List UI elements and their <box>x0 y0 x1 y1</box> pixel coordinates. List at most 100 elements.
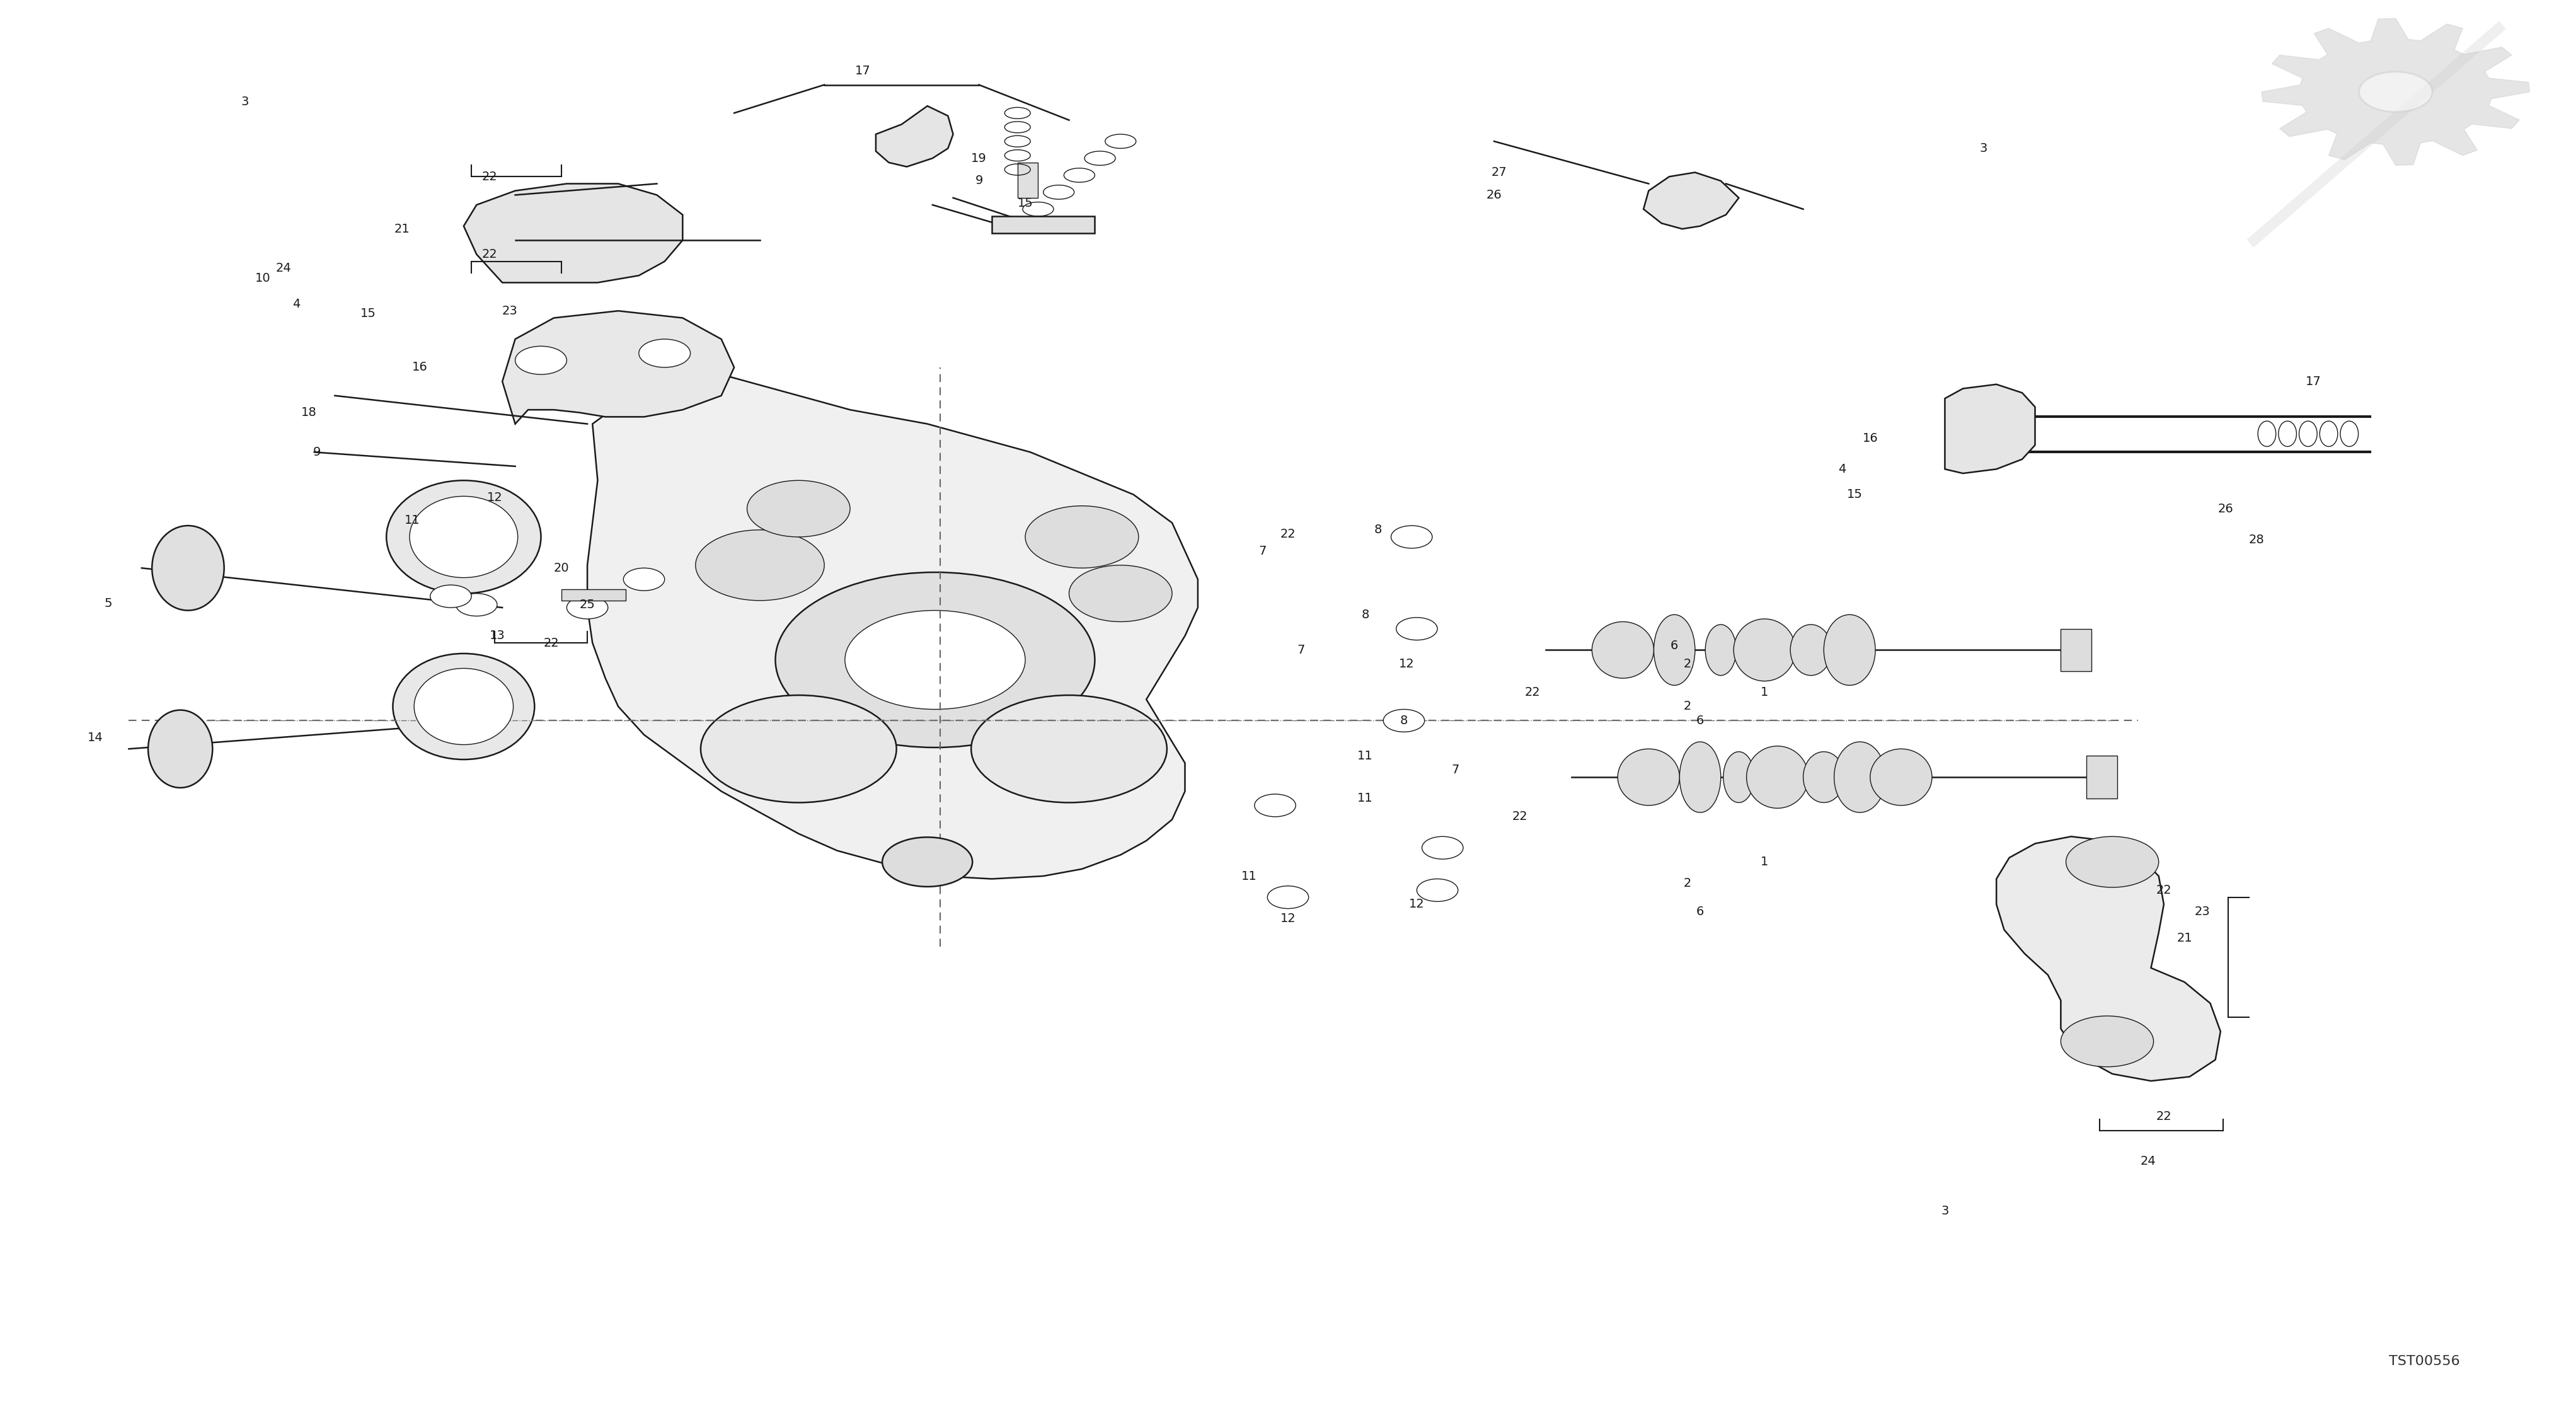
Text: 17: 17 <box>2306 376 2321 387</box>
Ellipse shape <box>392 653 536 760</box>
Ellipse shape <box>1680 742 1721 812</box>
Text: 9: 9 <box>312 447 322 458</box>
Circle shape <box>430 716 471 739</box>
Text: 6: 6 <box>1695 906 1705 917</box>
Text: 14: 14 <box>88 732 103 743</box>
Ellipse shape <box>1654 615 1695 685</box>
Text: 11: 11 <box>1242 870 1257 882</box>
Text: 11: 11 <box>1358 793 1373 804</box>
Text: 13: 13 <box>489 630 505 642</box>
Text: 23: 23 <box>502 305 518 317</box>
Text: 22: 22 <box>2156 1111 2172 1122</box>
Text: 16: 16 <box>1862 432 1878 444</box>
Text: 16: 16 <box>412 362 428 373</box>
Circle shape <box>775 572 1095 747</box>
Text: 24: 24 <box>276 263 291 274</box>
Text: 11: 11 <box>1358 750 1373 762</box>
Text: 15: 15 <box>1018 198 1033 209</box>
Circle shape <box>1025 506 1139 568</box>
Ellipse shape <box>1803 752 1844 803</box>
Bar <box>2061 629 2092 671</box>
Circle shape <box>2061 1016 2154 1067</box>
Text: 2: 2 <box>1682 701 1692 712</box>
Text: 19: 19 <box>971 153 987 164</box>
Text: 12: 12 <box>1409 899 1425 910</box>
Ellipse shape <box>1723 752 1754 803</box>
Text: 25: 25 <box>580 599 595 610</box>
Text: 15: 15 <box>361 308 376 319</box>
Circle shape <box>623 568 665 591</box>
Text: 8: 8 <box>1399 715 1409 726</box>
Text: 22: 22 <box>1525 687 1540 698</box>
Text: 20: 20 <box>554 562 569 574</box>
Circle shape <box>2066 836 2159 887</box>
Ellipse shape <box>1790 625 1832 675</box>
Text: 1: 1 <box>1759 687 1770 698</box>
Polygon shape <box>587 367 1198 879</box>
Text: 12: 12 <box>1399 658 1414 670</box>
Ellipse shape <box>152 526 224 610</box>
Circle shape <box>1255 794 1296 817</box>
Circle shape <box>639 339 690 367</box>
Ellipse shape <box>1870 749 1932 805</box>
Text: 21: 21 <box>394 223 410 235</box>
Polygon shape <box>464 184 683 283</box>
Polygon shape <box>1996 836 2221 1081</box>
Text: 10: 10 <box>255 273 270 284</box>
Ellipse shape <box>1834 742 1886 812</box>
Text: 2: 2 <box>1682 658 1692 670</box>
Circle shape <box>1396 617 1437 640</box>
Text: 6: 6 <box>1669 640 1680 651</box>
Circle shape <box>2360 72 2432 112</box>
Circle shape <box>1422 836 1463 859</box>
Text: 22: 22 <box>482 249 497 260</box>
Text: 11: 11 <box>404 514 420 526</box>
Bar <box>2087 756 2117 798</box>
Text: 15: 15 <box>1847 489 1862 500</box>
Text: 7: 7 <box>1296 644 1306 656</box>
Circle shape <box>696 530 824 601</box>
Text: 7: 7 <box>1257 545 1267 557</box>
Text: 27: 27 <box>1492 167 1507 178</box>
Text: 17: 17 <box>855 65 871 76</box>
Text: 2: 2 <box>1682 877 1692 889</box>
Polygon shape <box>502 311 734 424</box>
Text: 5: 5 <box>103 598 113 609</box>
Circle shape <box>1267 886 1309 909</box>
Ellipse shape <box>1618 749 1680 805</box>
Bar <box>562 589 626 601</box>
Ellipse shape <box>1824 615 1875 685</box>
Text: 8: 8 <box>1360 609 1370 620</box>
Text: 12: 12 <box>1280 913 1296 924</box>
Text: 1: 1 <box>1759 856 1770 868</box>
Text: 22: 22 <box>544 637 559 649</box>
Text: 18: 18 <box>301 407 317 418</box>
Circle shape <box>1391 526 1432 548</box>
Circle shape <box>443 709 484 732</box>
Polygon shape <box>1643 172 1739 229</box>
Text: 4: 4 <box>1837 463 1847 475</box>
Polygon shape <box>2262 18 2530 165</box>
Text: 4: 4 <box>291 298 301 309</box>
Text: 3: 3 <box>240 96 250 107</box>
Circle shape <box>701 695 896 803</box>
Circle shape <box>747 480 850 537</box>
Text: 12: 12 <box>487 492 502 503</box>
Text: TST00556: TST00556 <box>2388 1355 2460 1368</box>
Circle shape <box>1383 709 1425 732</box>
Text: 3: 3 <box>1978 143 1989 154</box>
Text: partspublik: partspublik <box>649 509 1154 848</box>
Text: 23: 23 <box>2195 906 2210 917</box>
Ellipse shape <box>1734 619 1795 681</box>
Bar <box>1018 162 1038 198</box>
Ellipse shape <box>1592 622 1654 678</box>
Polygon shape <box>1945 384 2035 473</box>
Ellipse shape <box>149 709 214 787</box>
Ellipse shape <box>386 480 541 593</box>
Text: 22: 22 <box>1512 811 1528 822</box>
Text: 24: 24 <box>2141 1156 2156 1167</box>
Circle shape <box>567 596 608 619</box>
Ellipse shape <box>415 668 513 745</box>
Text: 28: 28 <box>2249 534 2264 545</box>
Text: 26: 26 <box>2218 503 2233 514</box>
